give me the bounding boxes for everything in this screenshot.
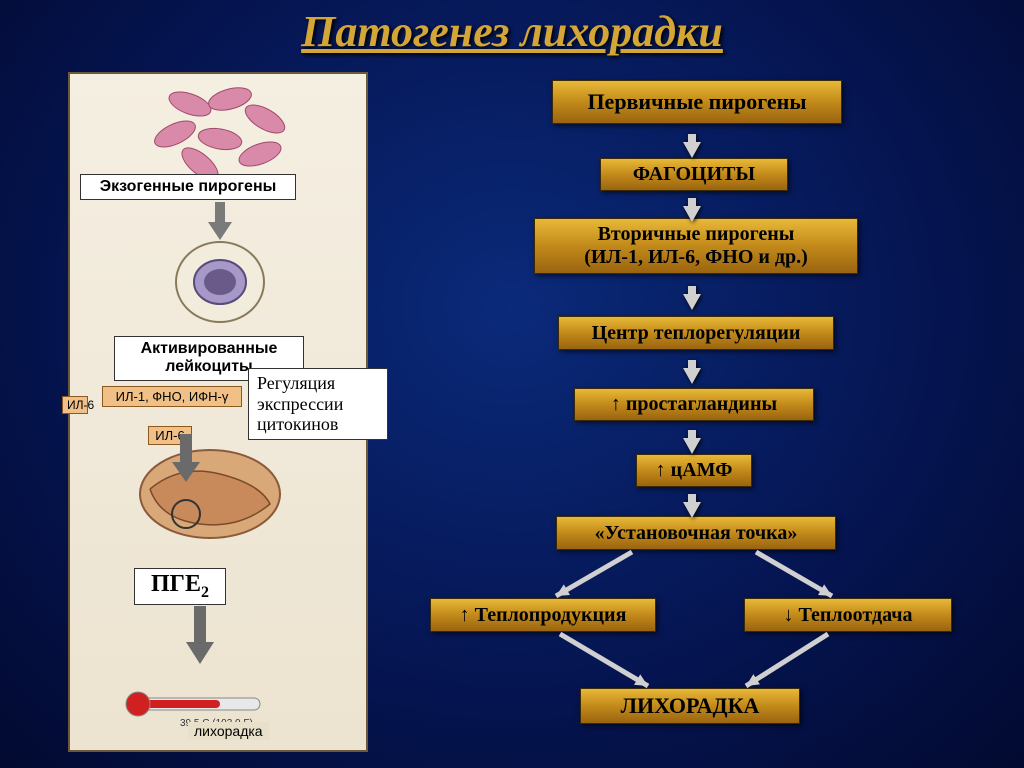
flow-arrow [746, 634, 828, 686]
flow-arrow [683, 438, 701, 454]
regulation-label: Регуляция экспрессии цитокинов [248, 368, 388, 440]
flow-node-n6: ↑ цАМФ [636, 454, 752, 487]
flow-node-n7: «Установочная точка» [556, 516, 836, 550]
flow-arrow [683, 502, 701, 518]
flow-node-n10: ЛИХОРАДКА [580, 688, 800, 724]
flow-node-n2: ФАГОЦИТЫ [600, 158, 788, 191]
arrow-icon [180, 606, 220, 666]
flow-node-n1: Первичные пирогены [552, 80, 842, 124]
flow-arrow [683, 142, 701, 158]
brain-icon [120, 434, 300, 554]
flow-node-n8: ↑ Теплопродукция [430, 598, 656, 632]
flow-arrow [683, 294, 701, 310]
leukocyte-icon [160, 234, 280, 334]
cytokine-il6-side-label: ИЛ-6 [62, 396, 88, 414]
fever-label: лихорадка [188, 722, 269, 740]
page-title: Патогенез лихорадки [0, 6, 1024, 57]
flow-arrow [683, 206, 701, 222]
cytokine-il1-label: ИЛ-1, ФНО, ИФН-γ [102, 386, 242, 407]
flow-arrow [756, 552, 832, 596]
flow-node-n4: Центр теплорегуляции [558, 316, 834, 350]
exogenous-label: Экзогенные пирогены [80, 174, 296, 200]
flow-arrow [560, 634, 648, 686]
left-illustration-panel: Экзогенные пирогены Активированные лейко… [68, 72, 368, 752]
flow-arrow [556, 552, 632, 596]
flow-node-n9: ↓ Теплоотдача [744, 598, 952, 632]
pge2-label: ПГЕ2 [134, 568, 226, 605]
flow-arrow [683, 368, 701, 384]
flow-node-n3: Вторичные пирогены (ИЛ-1, ИЛ-6, ФНО и др… [534, 218, 858, 274]
flow-node-n5: ↑ простагландины [574, 388, 814, 421]
arrow-icon [166, 434, 206, 484]
